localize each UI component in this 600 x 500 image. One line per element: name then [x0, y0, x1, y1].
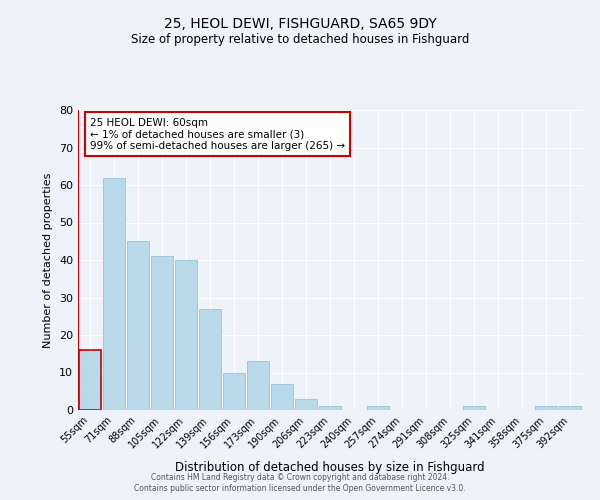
- Bar: [223, 372, 245, 410]
- Bar: [79, 350, 101, 410]
- Bar: [559, 406, 581, 410]
- Y-axis label: Number of detached properties: Number of detached properties: [43, 172, 53, 348]
- Bar: [199, 308, 221, 410]
- Text: Contains HM Land Registry data © Crown copyright and database right 2024.: Contains HM Land Registry data © Crown c…: [151, 472, 449, 482]
- Bar: [247, 361, 269, 410]
- Bar: [367, 406, 389, 410]
- Bar: [319, 406, 341, 410]
- Bar: [295, 399, 317, 410]
- Bar: [535, 406, 557, 410]
- Bar: [463, 406, 485, 410]
- Bar: [151, 256, 173, 410]
- Text: 25, HEOL DEWI, FISHGUARD, SA65 9DY: 25, HEOL DEWI, FISHGUARD, SA65 9DY: [164, 18, 436, 32]
- Text: Size of property relative to detached houses in Fishguard: Size of property relative to detached ho…: [131, 32, 469, 46]
- Text: Contains public sector information licensed under the Open Government Licence v3: Contains public sector information licen…: [134, 484, 466, 493]
- Bar: [103, 178, 125, 410]
- X-axis label: Distribution of detached houses by size in Fishguard: Distribution of detached houses by size …: [175, 461, 485, 474]
- Text: 25 HEOL DEWI: 60sqm
← 1% of detached houses are smaller (3)
99% of semi-detached: 25 HEOL DEWI: 60sqm ← 1% of detached hou…: [90, 118, 345, 150]
- Bar: [175, 260, 197, 410]
- Bar: [271, 384, 293, 410]
- Bar: [127, 242, 149, 410]
